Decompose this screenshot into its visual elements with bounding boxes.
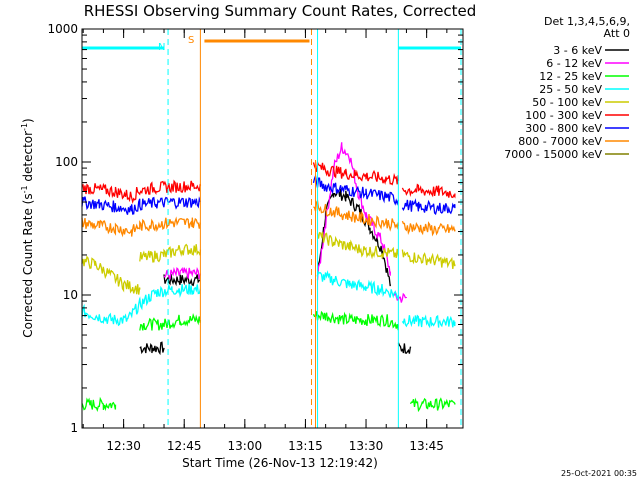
- legend-label-5: 100 - 300 keV: [525, 109, 602, 122]
- series-line-7-segment-0: [81, 216, 201, 238]
- y-axis-label-part-0: Corrected Count Rate (s: [21, 193, 35, 337]
- series-line-4-segment-1: [139, 243, 202, 263]
- legend-label-0: 3 - 6 keV: [553, 44, 602, 57]
- series-line-0-segment-3: [397, 342, 412, 354]
- series-line-1-segment-1: [316, 142, 391, 281]
- series-line-0-segment-1: [163, 273, 201, 287]
- series-line-4-segment-0: [81, 255, 141, 295]
- series-line-0-segment-0: [139, 341, 165, 356]
- x-tick-label-3: 13:15: [288, 439, 323, 453]
- y-axis-label-part-3: -1: [20, 123, 29, 131]
- y-axis-label-part-1: -1: [20, 185, 29, 193]
- legend-header-0: Det 1,3,4,5,6,9,: [544, 15, 630, 28]
- series-line-6-segment-2: [401, 198, 456, 216]
- series-line-3-segment-2: [401, 314, 456, 329]
- legend-label-4: 50 - 100 keV: [532, 96, 602, 109]
- y-tick-label-3: 1000: [47, 22, 78, 36]
- legend-label-3: 25 - 50 keV: [539, 83, 602, 96]
- plot-frame: [81, 28, 464, 429]
- series-line-2-segment-3: [409, 397, 456, 413]
- series-line-7-segment-2: [401, 220, 456, 237]
- series-line-2-segment-0: [81, 396, 117, 412]
- y-tick-label-2: 100: [55, 155, 78, 169]
- saa-marker-label: S: [188, 35, 194, 46]
- x-axis-label: Start Time (26-Nov-13 12:19:42): [182, 456, 378, 470]
- y-axis-label: Corrected Count Rate (s-1 detector-1): [20, 118, 35, 337]
- x-tick-label-0: 12:30: [106, 439, 141, 453]
- series-line-3-segment-0: [81, 283, 201, 327]
- series-line-2-segment-1: [139, 312, 202, 331]
- night-marker-label: N: [158, 42, 165, 53]
- series-line-4-segment-3: [401, 249, 456, 269]
- y-tick-label-1: 10: [63, 288, 78, 302]
- x-tick-label-4: 13:30: [349, 439, 384, 453]
- series-line-4-segment-2: [316, 231, 399, 260]
- series-line-5-segment-2: [401, 183, 456, 199]
- legend-label-7: 800 - 7000 keV: [518, 135, 602, 148]
- series-line-2-segment-2: [312, 310, 400, 331]
- series-line-5-segment-1: [312, 160, 400, 186]
- y-tick-label-0: 1: [70, 421, 78, 435]
- series-line-6-segment-0: [81, 196, 202, 215]
- series-line-1-segment-0: [163, 266, 202, 280]
- legend-label-2: 12 - 25 keV: [539, 70, 602, 83]
- y-axis-label-part-2: detector: [21, 131, 35, 186]
- legend-label-1: 6 - 12 keV: [546, 57, 602, 70]
- series-line-3-segment-1: [316, 270, 400, 299]
- x-tick-label-2: 13:00: [228, 439, 263, 453]
- y-axis-label-part-4: ): [21, 118, 35, 123]
- legend-header-1: Att 0: [604, 27, 630, 40]
- legend-label-8: 7000 - 15000 keV: [504, 148, 602, 161]
- x-tick-label-1: 12:45: [167, 439, 202, 453]
- render-timestamp: 25-Oct-2021 00:35: [561, 469, 637, 478]
- series-line-6-segment-1: [312, 173, 400, 206]
- series-line-7-segment-1: [313, 198, 400, 232]
- chart-title: RHESSI Observing Summary Count Rates, Co…: [84, 2, 477, 20]
- x-tick-label-5: 13:45: [409, 439, 444, 453]
- legend-label-6: 300 - 800 keV: [525, 122, 602, 135]
- series-line-5-segment-0: [81, 179, 202, 204]
